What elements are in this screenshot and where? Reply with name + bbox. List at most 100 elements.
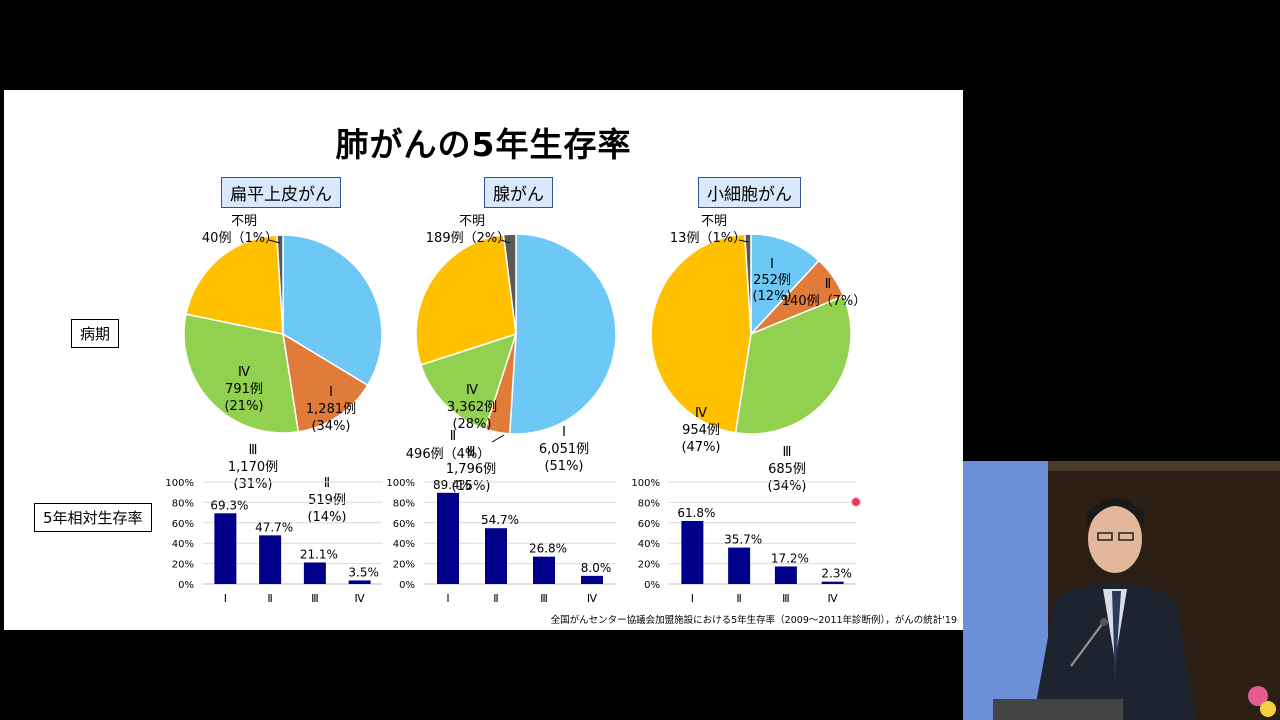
pie-slice-2-5: [502, 233, 517, 335]
y-tick-label: 80%: [393, 498, 415, 509]
label-stage: 病期: [71, 319, 120, 348]
pie-slice-1-1: [282, 234, 383, 387]
pie-label-pct: (51%): [544, 459, 583, 474]
bar-value-label: 35.7%: [724, 533, 762, 547]
pie-label-name: Ⅳ: [238, 365, 250, 380]
speaker-video: [963, 461, 1280, 720]
pie-slice-1-2: [282, 332, 369, 433]
pie-label-unknown-name: 不明: [231, 214, 257, 229]
bar-1-4: [348, 580, 371, 584]
pie-label-name: Ⅱ: [450, 429, 456, 444]
y-tick-label: 20%: [638, 560, 660, 571]
pie-label-count: 1,170例: [228, 460, 278, 475]
bar-value-label: 47.7%: [255, 520, 293, 534]
pie-label-pct: (31%): [233, 477, 272, 492]
pie-label-count: 496例（4%）: [406, 447, 490, 462]
x-tick-label: Ⅱ: [493, 592, 498, 605]
pie-slice-3-5: [743, 233, 752, 335]
x-tick-label: Ⅰ: [224, 592, 227, 605]
bar-value-label: 17.2%: [771, 551, 809, 565]
y-tick-label: 40%: [393, 539, 415, 550]
y-tick-label: 100%: [386, 478, 415, 489]
y-tick-label: 40%: [172, 539, 194, 550]
pie-label-count: 685例: [768, 462, 806, 477]
x-tick-label: Ⅱ: [736, 592, 741, 605]
bar-chart-1: 0% 20% 40% 60% 80% 100% 69.3% Ⅰ 47.7% Ⅱ 21.1% Ⅲ 3.5%…: [165, 478, 382, 605]
y-tick-label: 100%: [165, 478, 194, 489]
slide-title: 肺がんの5年生存率: [335, 125, 632, 164]
pie-slice-3-1: [750, 233, 820, 336]
pie-slice-2-1: [508, 233, 617, 435]
pie-chart-1: Ⅰ 1,281例 (34%) Ⅱ 519例 (14%) Ⅲ 1,170例 (31%) Ⅳ 791例 (…: [183, 214, 383, 525]
pie-label-count: 1,281例: [306, 402, 356, 417]
pie-label-name: Ⅱ: [324, 476, 330, 491]
pie-label-name: Ⅲ: [249, 443, 258, 458]
label-5yr-survival: 5年相対生存率: [34, 503, 152, 532]
pie-label-count: 6,051例: [539, 442, 589, 457]
bar-2-1: [437, 492, 459, 584]
pie-label-count: 519例: [308, 493, 346, 508]
y-tick-label: 0%: [178, 580, 194, 591]
pie-label-unknown-name: 不明: [459, 214, 485, 229]
y-tick-label: 60%: [638, 519, 660, 530]
laser-pointer-dot: [851, 497, 861, 507]
x-tick-label: Ⅱ: [267, 592, 272, 605]
pie-label-name: Ⅰ: [562, 425, 566, 440]
bar-2-4: [581, 575, 603, 584]
pie-label-count: 252例: [753, 273, 791, 288]
bar-1-2: [259, 535, 282, 584]
bar-chart-2: 0% 20% 40% 60% 80% 100% 89.4% Ⅰ 54.7% Ⅱ 26.8% Ⅲ 8.0%…: [386, 478, 616, 605]
pie-label-name: Ⅲ: [467, 445, 476, 460]
pie-label-pct: (28%): [452, 417, 491, 432]
x-tick-label: Ⅳ: [587, 592, 598, 605]
x-tick-label: Ⅳ: [355, 592, 366, 605]
bar-chart-3: 0% 20% 40% 60% 80% 100% 61.8% Ⅰ 35.7% Ⅱ 17.2% Ⅲ 2.3%…: [631, 478, 856, 605]
x-tick-label: Ⅲ: [540, 592, 548, 605]
pie-label-name: Ⅱ: [825, 277, 831, 292]
bar-value-label: 69.3%: [210, 498, 248, 512]
pie-label-name: Ⅰ: [329, 385, 333, 400]
bar-value-label: 89.4%: [433, 478, 471, 492]
bar-1-1: [214, 513, 237, 584]
pie-slice-3-4: [650, 233, 752, 434]
header-adeno: 腺がん: [484, 177, 553, 208]
pie-label-name: Ⅳ: [466, 383, 478, 398]
pie-label-count: 3,362例: [447, 400, 497, 415]
pie-label-pct: (15%): [451, 479, 490, 494]
y-tick-label: 40%: [638, 539, 660, 550]
bar-3-2: [728, 547, 751, 584]
pie-label-count: 1,796例: [446, 462, 496, 477]
bar-value-label: 2.3%: [821, 567, 852, 581]
x-tick-label: Ⅰ: [691, 592, 694, 605]
pie-label-name: Ⅲ: [783, 445, 792, 460]
pie-label-pct: (34%): [311, 419, 350, 434]
pie-chart-2: Ⅰ 6,051例 (51%) Ⅱ 496例（4%）Ⅲ 1,796例 (15%) Ⅳ 3,362例…: [406, 214, 617, 494]
pie-slice-1-4: [185, 234, 284, 335]
bar-value-label: 3.5%: [348, 565, 379, 579]
bar-value-label: 54.7%: [481, 513, 519, 527]
leader-line: [268, 239, 281, 244]
bar-2-2: [485, 528, 507, 584]
x-tick-label: Ⅰ: [446, 592, 449, 605]
bar-3-1: [681, 520, 704, 584]
y-tick-label: 20%: [393, 560, 415, 571]
pie-slice-1-5: [276, 234, 284, 335]
pie-label-pct: (14%): [307, 510, 346, 525]
pie-slice-1-3: [183, 313, 300, 434]
slide: 肺がんの5年生存率 扁平上皮がん 腺がん 小細胞がん 病期 5年相対生存率 Ⅰ 1…: [4, 90, 963, 630]
pie-label-name: Ⅰ: [770, 257, 774, 272]
pie-label-unknown-count: 13例（1%）: [670, 231, 746, 246]
x-tick-label: Ⅲ: [311, 592, 319, 605]
header-squamous: 扁平上皮がん: [221, 177, 341, 208]
charts-canvas: Ⅰ 1,281例 (34%) Ⅱ 519例 (14%) Ⅲ 1,170例 (31%) Ⅳ 791例 (…: [165, 214, 866, 605]
pie-label-unknown-name: 不明: [701, 214, 727, 229]
pie-label-unknown-count: 40例（1%）: [202, 231, 278, 246]
y-tick-label: 60%: [172, 519, 194, 530]
header-small-cell: 小細胞がん: [698, 177, 801, 208]
bar-value-label: 21.1%: [300, 547, 338, 561]
x-tick-label: Ⅲ: [782, 592, 790, 605]
bar-value-label: 8.0%: [581, 561, 612, 575]
leader-line: [738, 239, 749, 243]
pie-label-pct: (12%): [752, 289, 791, 304]
